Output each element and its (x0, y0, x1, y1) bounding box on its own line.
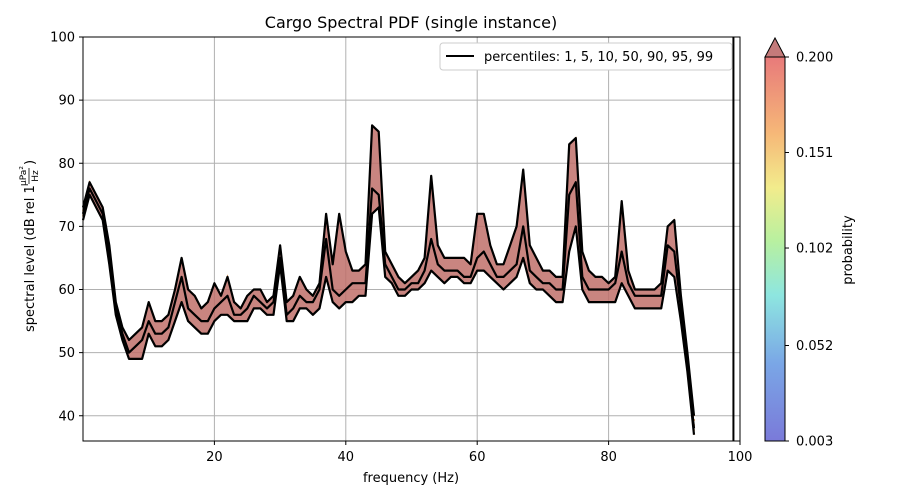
y-tick-label: 90 (58, 94, 75, 109)
x-tick-label: 40 (338, 450, 355, 465)
colorbar: 0.003 0.052 0.102 0.151 0.200 probability (764, 36, 856, 450)
colorbar-ticks: 0.003 0.052 0.102 0.151 0.200 (785, 51, 833, 450)
y-axis-label-denominator: Hz (31, 170, 41, 182)
x-axis-label: frequency (Hz) (363, 471, 459, 486)
colorbar-tick-label: 0.102 (796, 242, 833, 257)
colorbar-tick-label: 0.151 (796, 146, 833, 161)
y-tick-label: 50 (58, 346, 75, 361)
colorbar-label: probability (841, 215, 856, 285)
y-tick-label: 60 (58, 283, 75, 298)
colorbar-tick-label: 0.200 (796, 51, 833, 66)
colorbar-tick-label: 0.003 (796, 435, 833, 450)
legend: percentiles: 1, 5, 10, 50, 90, 95, 99 (439, 42, 733, 71)
percentile-line-p99 (81, 124, 696, 416)
colorbar-extend-arrow (764, 36, 786, 58)
colorbar-tick-label: 0.052 (796, 339, 833, 354)
x-tick-label: 60 (469, 450, 486, 465)
y-tick-label: 80 (58, 157, 75, 172)
plot-frame (82, 36, 741, 442)
colorbar-gradient (764, 56, 786, 442)
y-tick-label: 70 (58, 220, 75, 235)
percentile-line-p50 (81, 181, 696, 429)
chart-title: Cargo Spectral PDF (single instance) (265, 13, 557, 32)
percentile-line-p1 (81, 193, 696, 435)
percentile-lines (81, 124, 696, 435)
plot-area (83, 37, 740, 441)
y-axis-label-main: spectral level (dB rel 1 (23, 185, 38, 332)
y-axis-label: spectral level (dB rel 1 µPa² Hz ) (19, 160, 41, 332)
svg-text:spectral level (dB rel 1: spectral level (dB rel 1 (23, 185, 38, 332)
legend-label: percentiles: 1, 5, 10, 50, 90, 95, 99 (484, 50, 713, 65)
y-tick-label: 100 (50, 31, 75, 46)
x-tick-label: 20 (206, 450, 223, 465)
x-axis-ticks: 20 40 60 80 100 (206, 441, 752, 465)
legend-box (439, 42, 733, 71)
y-axis-label-numerator: µPa² (19, 166, 29, 186)
y-axis-label-close: ) (23, 160, 38, 165)
x-tick-label: 80 (600, 450, 617, 465)
x-tick-label: 100 (728, 450, 753, 465)
y-tick-label: 40 (58, 409, 75, 424)
y-axis-ticks: 40 50 60 70 80 90 100 (50, 31, 83, 424)
